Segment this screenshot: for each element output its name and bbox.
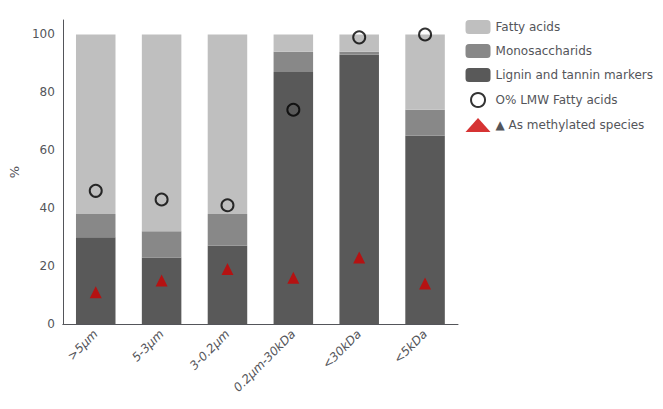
svg-text:3-0.2μm: 3-0.2μm: [187, 327, 232, 372]
svg-text:Lignin and tannin markers: Lignin and tannin markers: [496, 68, 653, 82]
svg-text:80: 80: [40, 85, 55, 99]
svg-text:40: 40: [40, 201, 55, 215]
svg-text:0.2μm-30kDa: 0.2μm-30kDa: [231, 327, 298, 394]
svg-text:100: 100: [32, 27, 55, 41]
svg-text:0: 0: [47, 317, 55, 331]
svg-text:<5kDa: <5kDa: [391, 327, 430, 366]
svg-text:>5μm: >5μm: [65, 327, 101, 363]
svg-text:60: 60: [40, 143, 55, 157]
svg-text:O% LMW Fatty acids: O% LMW Fatty acids: [496, 93, 618, 107]
svg-text:%: %: [7, 166, 22, 178]
svg-text:Fatty acids: Fatty acids: [496, 20, 561, 34]
svg-text:20: 20: [40, 259, 55, 273]
svg-text:<30kDa: <30kDa: [320, 327, 364, 371]
svg-text:▲ As methylated species: ▲ As methylated species: [496, 118, 645, 132]
svg-text:5-3μm: 5-3μm: [129, 327, 166, 364]
svg-text:Monosaccharids: Monosaccharids: [496, 44, 593, 58]
